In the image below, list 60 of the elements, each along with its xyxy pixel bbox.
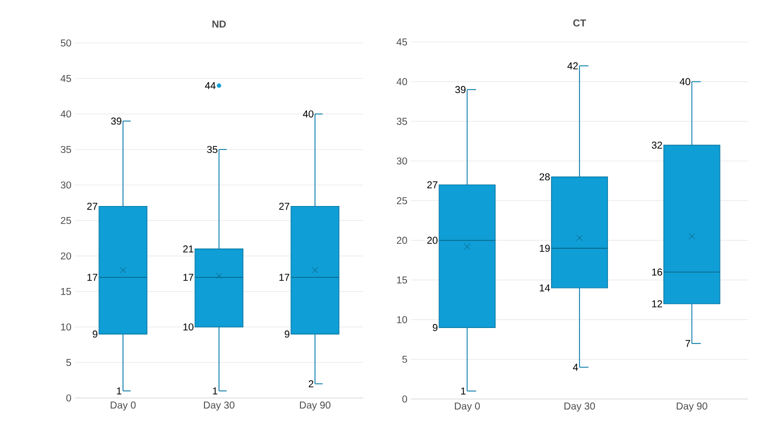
- chart-title: ND: [212, 20, 226, 28]
- text: 35: [207, 146, 218, 154]
- text: 20: [427, 236, 438, 244]
- text: 17: [279, 274, 290, 281]
- y-tick-label: 0: [66, 394, 72, 402]
- text: 14: [540, 284, 550, 292]
- y-tick-label: 30: [396, 157, 408, 165]
- y-tick-label: 25: [396, 197, 408, 204]
- y-tick-label: 35: [396, 118, 408, 125]
- x-tick-label: Day 30: [204, 402, 234, 411]
- text: 27: [279, 202, 290, 210]
- y-tick-label: 5: [66, 358, 72, 366]
- y-tick-label: 15: [61, 288, 72, 295]
- x-tick-label: Day 30: [564, 402, 595, 412]
- text: 7: [686, 340, 690, 347]
- text: 19: [540, 244, 550, 252]
- y-tick-label: 15: [397, 276, 408, 284]
- text: 1: [461, 388, 466, 394]
- text: 16: [652, 268, 662, 276]
- y-tick-label: 20: [60, 252, 72, 260]
- text: 27: [87, 202, 98, 210]
- text: 42: [567, 62, 578, 70]
- y-tick-label: 10: [61, 323, 72, 331]
- text: 39: [111, 118, 122, 125]
- y-tick-label: 45: [60, 75, 72, 82]
- text: 9: [284, 330, 290, 338]
- text: 9: [92, 330, 98, 338]
- text: 21: [183, 245, 194, 252]
- y-tick-label: 20: [396, 236, 408, 244]
- text: 10: [183, 323, 194, 331]
- text: 1: [117, 387, 122, 394]
- x-tick-label: Day 90: [676, 402, 708, 412]
- text: 32: [652, 142, 662, 149]
- text: 28: [540, 173, 550, 180]
- y-tick-label: 50: [60, 39, 72, 47]
- y-tick-label: 10: [397, 316, 408, 324]
- text: 17: [87, 274, 98, 281]
- y-tick-label: 40: [60, 110, 72, 118]
- text: 9: [432, 324, 438, 332]
- x-tick-label: Day 0: [454, 402, 480, 412]
- y-tick-label: 5: [402, 356, 408, 363]
- text: 4: [572, 364, 578, 371]
- text: 40: [680, 78, 690, 86]
- y-tick-label: 25: [60, 216, 72, 224]
- text: 2: [308, 380, 314, 388]
- text: 39: [455, 86, 466, 94]
- x-tick-label: Day 0: [110, 402, 136, 411]
- text: 27: [427, 181, 438, 188]
- text: 12: [652, 300, 662, 308]
- y-tick-label: 0: [402, 395, 408, 403]
- text: 1: [213, 387, 218, 394]
- y-tick-label: 40: [396, 78, 408, 86]
- text: 44: [205, 82, 216, 90]
- chart-title: CT: [573, 19, 586, 26]
- x-tick-label: Day 90: [300, 402, 330, 411]
- text: 17: [183, 274, 194, 281]
- text: 40: [302, 110, 314, 118]
- y-tick-label: 30: [60, 181, 72, 189]
- y-tick-label: 35: [60, 146, 72, 154]
- y-tick-label: 45: [396, 38, 408, 46]
